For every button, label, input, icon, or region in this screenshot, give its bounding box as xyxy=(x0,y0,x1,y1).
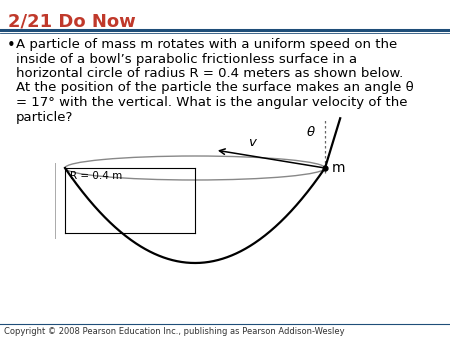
Text: θ: θ xyxy=(307,126,315,139)
Text: At the position of the particle the surface makes an angle θ: At the position of the particle the surf… xyxy=(16,81,414,95)
Text: particle?: particle? xyxy=(16,111,73,123)
Text: 2/21 Do Now: 2/21 Do Now xyxy=(8,13,136,31)
Text: = 17° with the vertical. What is the angular velocity of the: = 17° with the vertical. What is the ang… xyxy=(16,96,408,109)
Text: horizontal circle of radius R = 0.4 meters as shown below.: horizontal circle of radius R = 0.4 mete… xyxy=(16,67,403,80)
Text: inside of a bowl’s parabolic frictionless surface in a: inside of a bowl’s parabolic frictionles… xyxy=(16,52,357,66)
Text: R = 0.4 m: R = 0.4 m xyxy=(70,171,122,181)
Text: •: • xyxy=(7,38,16,53)
Text: v: v xyxy=(248,136,256,149)
Text: Copyright © 2008 Pearson Education Inc., publishing as Pearson Addison-Wesley: Copyright © 2008 Pearson Education Inc.,… xyxy=(4,327,345,336)
Text: m: m xyxy=(332,161,346,175)
Text: A particle of mass m rotates with a uniform speed on the: A particle of mass m rotates with a unif… xyxy=(16,38,397,51)
